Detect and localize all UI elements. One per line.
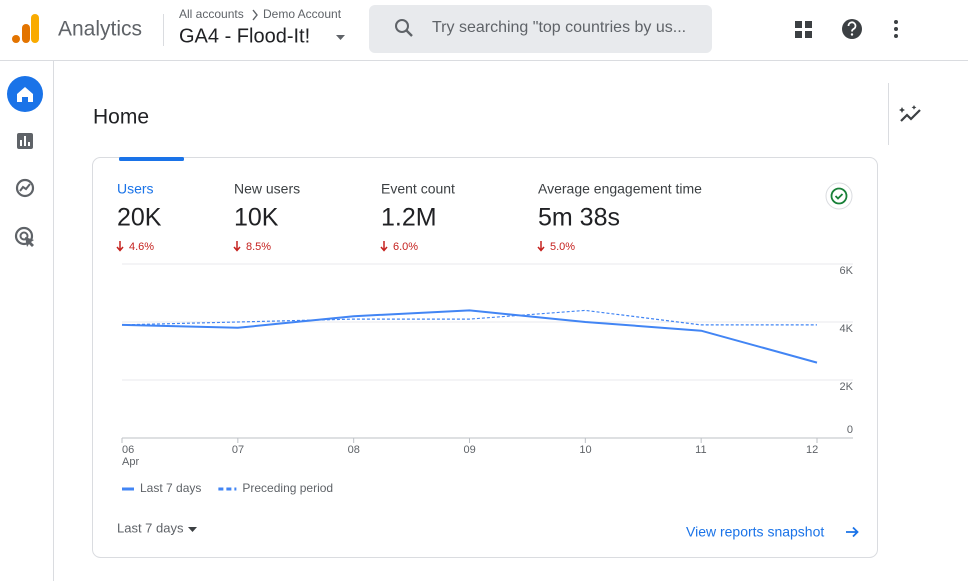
x-month-label: Apr	[122, 456, 139, 468]
nav-reports[interactable]	[17, 133, 33, 149]
search-placeholder: Try searching "top countries by us...	[432, 19, 686, 36]
x-tick-label: 09	[464, 444, 476, 456]
metric-change: 8.5%	[246, 241, 271, 253]
breadcrumb-chevron	[252, 9, 258, 21]
apps-icon[interactable]	[795, 21, 812, 38]
logo-bar	[31, 14, 39, 43]
y-tick-label: 0	[847, 424, 853, 436]
metric-label: New users	[234, 181, 300, 197]
x-tick-label: 06	[122, 444, 134, 456]
nav-advertising[interactable]	[14, 226, 34, 247]
property-name[interactable]: GA4 - Flood-It!	[179, 25, 310, 47]
more-icon[interactable]	[894, 20, 898, 38]
insights-icon[interactable]	[899, 105, 921, 122]
dropdown-caret	[188, 527, 197, 532]
breadcrumb[interactable]: Demo Account	[263, 7, 342, 21]
y-tick-label: 2K	[840, 381, 854, 393]
logo[interactable]	[12, 14, 39, 43]
search-bar[interactable]	[369, 5, 712, 53]
breadcrumb[interactable]: All accounts	[179, 7, 244, 21]
metric-change: 4.6%	[129, 241, 154, 253]
x-tick-label: 07	[232, 444, 244, 456]
x-tick-label: 08	[348, 444, 360, 456]
down-arrow	[537, 241, 545, 252]
down-arrow	[116, 241, 124, 252]
nav-explore[interactable]	[15, 178, 35, 198]
metric-value: 1.2M	[381, 204, 437, 232]
metric-label[interactable]: Users	[117, 181, 154, 197]
date-range-label: Last 7 days	[117, 520, 184, 535]
y-tick-label: 6K	[840, 265, 854, 277]
legend-label: Last 7 days	[140, 481, 201, 495]
header: Analytics All accounts Demo Account GA4 …	[0, 5, 968, 61]
link-arrow	[846, 526, 859, 538]
home-icon	[17, 87, 33, 102]
metric-value: 10K	[234, 204, 279, 232]
metric-value: 5m 38s	[538, 204, 620, 232]
metrics: Users 20K 4.6% New users 10K 8.5% Event count 1…	[116, 181, 702, 253]
down-arrow	[233, 241, 241, 252]
metric-label: Event count	[381, 181, 455, 197]
metric-label: Average engagement time	[538, 181, 702, 197]
search-icon	[395, 19, 409, 33]
metric-change: 6.0%	[393, 241, 418, 253]
help-icon[interactable]	[842, 19, 862, 39]
legend-label: Preceding period	[242, 481, 333, 495]
x-tick-label: 10	[579, 444, 591, 456]
logo-bar	[22, 24, 30, 43]
selected-tab-indicator	[119, 157, 184, 161]
down-arrow	[380, 241, 388, 252]
app-name: Analytics	[58, 18, 142, 41]
metric-change: 5.0%	[550, 241, 575, 253]
metric-value: 20K	[117, 204, 162, 232]
link-text: View reports snapshot	[686, 524, 824, 540]
view-snapshot-link[interactable]: View reports snapshot	[686, 524, 859, 540]
dropdown-caret	[336, 35, 345, 40]
logo-dot	[12, 35, 20, 43]
side-nav	[7, 61, 54, 581]
chart: 0 2K 4K 6K 06 07 08 09 10 11 12 Apr Last 7 days Prece…	[121, 263, 854, 495]
search-icon	[405, 29, 413, 37]
series-line	[121, 309, 818, 364]
check-icon[interactable]	[825, 182, 853, 210]
y-tick-label: 4K	[840, 323, 854, 335]
card	[92, 157, 878, 558]
date-range[interactable]: Last 7 days	[117, 520, 197, 535]
page-title: Home	[93, 106, 149, 129]
x-tick-label: 11	[695, 444, 706, 456]
x-tick-label: 12	[806, 444, 818, 456]
series-line	[121, 309, 817, 326]
